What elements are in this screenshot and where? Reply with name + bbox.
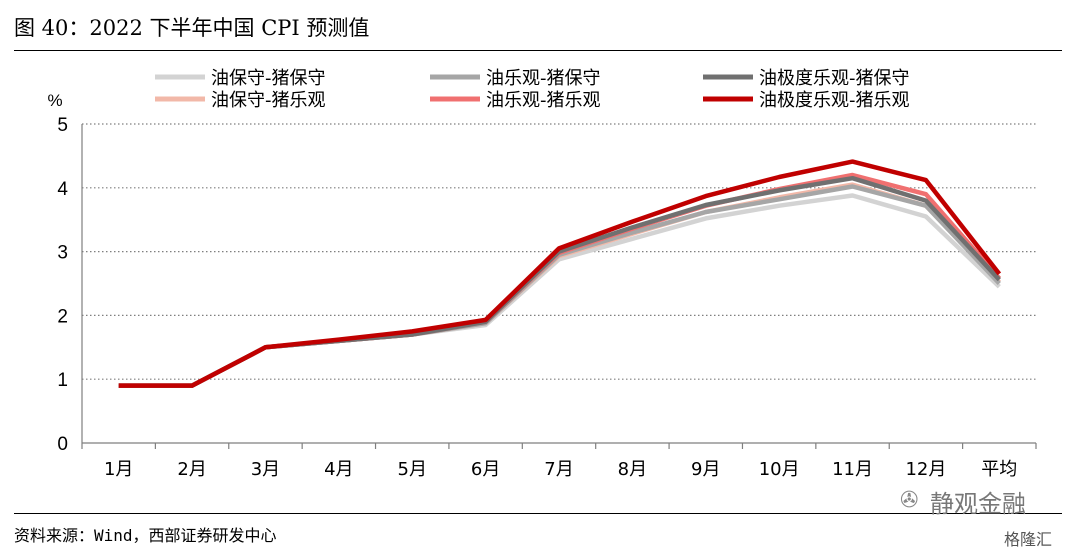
series-layer bbox=[118, 159, 1002, 388]
y-tick-label: 3 bbox=[57, 243, 68, 264]
source-note: 资料来源：Wind，西部证券研发中心 bbox=[14, 526, 277, 545]
x-tick-label: 1月 bbox=[104, 459, 133, 480]
x-tick-label: 5月 bbox=[398, 459, 427, 480]
x-tick-label: 3月 bbox=[251, 459, 280, 480]
legend-label: 油保守-猪乐观 bbox=[211, 90, 326, 111]
x-tick-label: 4月 bbox=[324, 459, 353, 480]
y-tick-label: 0 bbox=[57, 434, 68, 455]
x-tick-label: 8月 bbox=[618, 459, 647, 480]
y-axis-unit-label: % bbox=[47, 91, 62, 110]
x-tick-label: 6月 bbox=[471, 459, 500, 480]
title-rule bbox=[14, 50, 1062, 51]
source-rule bbox=[14, 513, 1062, 514]
legend-label: 油极度乐观-猪乐观 bbox=[759, 90, 910, 111]
y-tick-label: 5 bbox=[57, 115, 68, 136]
legend-label: 油乐观-猪乐观 bbox=[486, 90, 601, 111]
x-tick-label: 9月 bbox=[691, 459, 720, 480]
legend-label: 油保守-猪保守 bbox=[211, 68, 326, 89]
legend-label: 油极度乐观-猪保守 bbox=[759, 68, 910, 89]
series-line bbox=[118, 159, 1002, 388]
legend-label: 油乐观-猪保守 bbox=[486, 68, 601, 89]
figure-title: 图 40：2022 下半年中国 CPI 预测值 bbox=[14, 16, 370, 40]
y-tick-label: 2 bbox=[57, 306, 68, 327]
x-tick-label: 10月 bbox=[759, 459, 800, 480]
x-tick-label: 平均 bbox=[981, 459, 1017, 480]
source-badge: 格隆汇 bbox=[1004, 530, 1053, 549]
y-tick-label: 4 bbox=[57, 179, 68, 200]
axis-layer: 0 1 2 3 4 5 1月 2月 3月 4月 5月 6月 7月 8月 9月 10月 11月 12月 平均 bbox=[57, 115, 1037, 480]
x-tick-label: 2月 bbox=[177, 459, 206, 480]
wechat-icon: ✇ bbox=[900, 488, 919, 513]
x-tick-label: 12月 bbox=[905, 459, 946, 480]
x-tick-label: 7月 bbox=[544, 459, 573, 480]
watermark: 静观金融 bbox=[930, 490, 1026, 518]
y-tick-label: 1 bbox=[57, 370, 68, 391]
x-tick-label: 11月 bbox=[832, 459, 873, 480]
